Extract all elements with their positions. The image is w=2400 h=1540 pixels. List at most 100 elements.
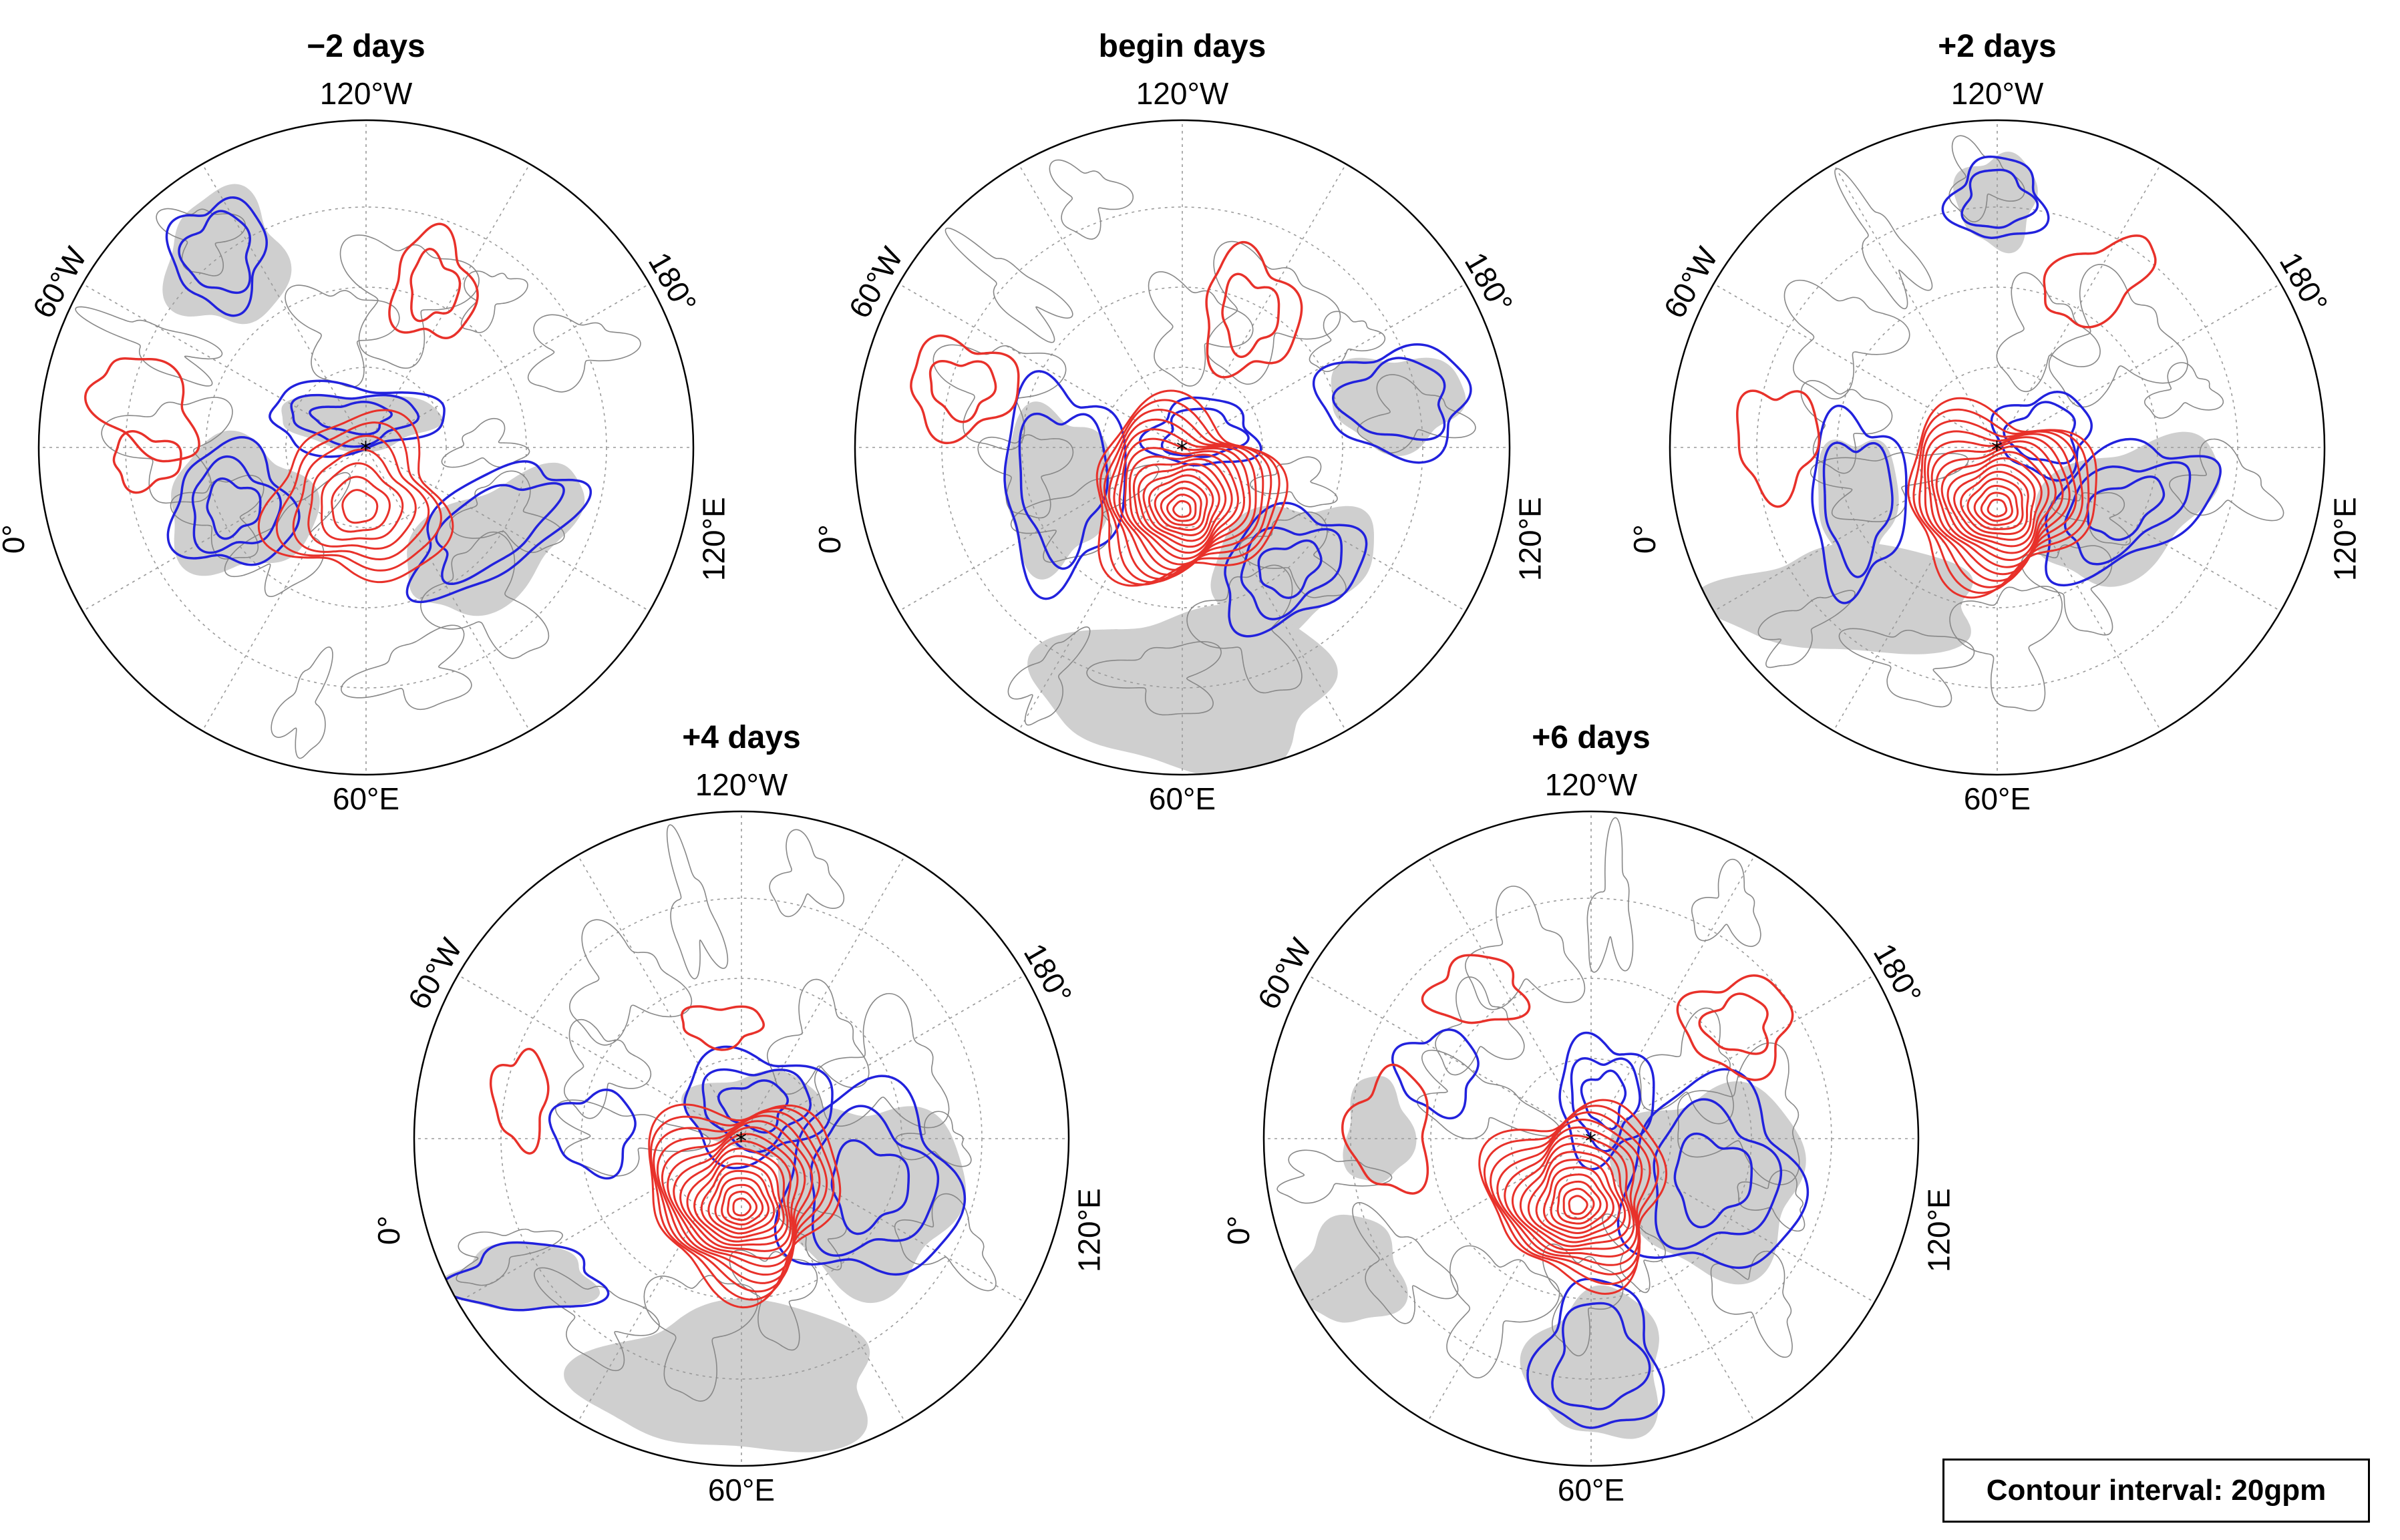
negative-contour <box>1822 441 1894 578</box>
lon-label-120w: 120°W <box>1951 76 2044 111</box>
positive-contour <box>1095 389 1289 587</box>
significance-shading <box>171 430 320 576</box>
positive-contour <box>1511 1134 1635 1252</box>
negative-contour <box>1551 1302 1651 1410</box>
lon-label-60e: 60°E <box>333 781 399 816</box>
positive-contour <box>1676 974 1794 1081</box>
lon-label-120w: 120°W <box>1545 767 1638 802</box>
positive-contour <box>1535 1159 1620 1239</box>
positive-contour <box>84 357 200 463</box>
positive-contour <box>928 359 997 423</box>
lon-label-60e: 60°E <box>1558 1473 1624 1507</box>
negative-contour <box>290 393 420 448</box>
lon-label-180: 180° <box>1017 938 1079 1010</box>
positive-contour <box>1940 451 2050 554</box>
positive-contour <box>257 409 454 584</box>
negative-contour <box>1391 1028 1480 1120</box>
lon-label-0: 0° <box>1627 524 1662 554</box>
positive-contour <box>1483 1105 1659 1286</box>
negative-contour <box>2003 401 2076 465</box>
significance-shading <box>407 462 585 616</box>
negative-contour <box>1570 1057 1641 1153</box>
lon-label-60e: 60°E <box>1964 781 2031 816</box>
significance-shading <box>1331 357 1466 457</box>
panel-title: +6 days <box>1532 720 1650 755</box>
positive-contour <box>1946 457 2043 548</box>
lat-lon-grid <box>39 120 693 775</box>
lon-label-180: 180° <box>1867 938 1929 1010</box>
negative-contour <box>166 435 301 566</box>
negative-contour <box>1312 343 1472 464</box>
positive-contour <box>707 1169 776 1235</box>
positive-contour <box>673 1133 799 1260</box>
contour-interval-legend: Contour interval: 20gpm <box>1942 1459 2370 1523</box>
positive-contour <box>331 475 391 533</box>
negative-contour <box>1331 357 1446 441</box>
lon-label-120w: 120°W <box>695 767 788 802</box>
positive-contour <box>714 1177 769 1230</box>
positive-contour <box>1527 1151 1626 1243</box>
lat-lon-grid <box>1264 811 1918 1466</box>
positive-contour <box>1205 240 1303 379</box>
lon-label-120e: 120°E <box>1921 1188 1956 1272</box>
positive-contour <box>307 448 417 550</box>
positive-contour <box>1698 992 1769 1055</box>
positive-contour <box>1103 409 1272 584</box>
positive-contour <box>667 1126 806 1268</box>
negative-contour <box>178 210 251 295</box>
negative-contour <box>1018 412 1109 570</box>
negative-contour <box>1653 1098 1783 1250</box>
pole-marker: * <box>360 437 371 463</box>
positive-contour <box>1478 1099 1668 1295</box>
positive-contour <box>489 1048 550 1155</box>
positive-contour <box>1132 457 1233 554</box>
positive-contour <box>1496 1119 1643 1266</box>
positive-contour <box>1107 418 1264 580</box>
positive-contour <box>1980 492 2013 522</box>
positive-contour <box>700 1162 781 1239</box>
negative-contour <box>435 482 565 586</box>
significance-shading <box>777 1106 967 1304</box>
significance-shading <box>1520 1285 1659 1439</box>
negative-contour <box>405 460 592 604</box>
positive-contour <box>1987 498 2008 518</box>
significance-shading <box>162 184 292 325</box>
negative-contour <box>191 455 283 554</box>
map-boundary <box>37 119 695 776</box>
lon-label-60e: 60°E <box>1149 781 1216 816</box>
negative-contour <box>1616 1068 1810 1270</box>
lon-label-180: 180° <box>2273 246 2335 319</box>
negative-contour <box>830 1139 910 1235</box>
positive-contour <box>1128 453 1239 560</box>
negative-contour <box>1138 396 1262 467</box>
positive-contour <box>1935 445 2057 562</box>
negative-contour <box>1003 370 1127 600</box>
positive-contour <box>1148 474 1214 537</box>
positive-contour <box>1160 487 1202 526</box>
positive-contour <box>321 462 404 541</box>
coastlines <box>1757 135 2284 712</box>
positive-contour <box>112 430 182 494</box>
positive-contour <box>1221 272 1280 359</box>
negative-contour <box>1240 526 1343 620</box>
positive-contour <box>1542 1166 1614 1235</box>
positive-contour <box>1137 463 1227 548</box>
negative-contour <box>269 379 446 458</box>
lon-label-120e: 120°E <box>1512 497 1547 581</box>
lon-label-180: 180° <box>642 246 704 319</box>
significance-shading <box>1695 542 1973 654</box>
lon-label-120e: 120°E <box>1071 1188 1106 1272</box>
positive-contour <box>1736 389 1821 508</box>
lon-label-0: 0° <box>0 524 31 554</box>
map-boundary <box>1669 119 2326 776</box>
map-boundary <box>1262 810 1920 1467</box>
map-boundary <box>413 810 1070 1467</box>
positive-contour <box>910 334 1020 445</box>
negative-contour <box>548 1088 637 1180</box>
